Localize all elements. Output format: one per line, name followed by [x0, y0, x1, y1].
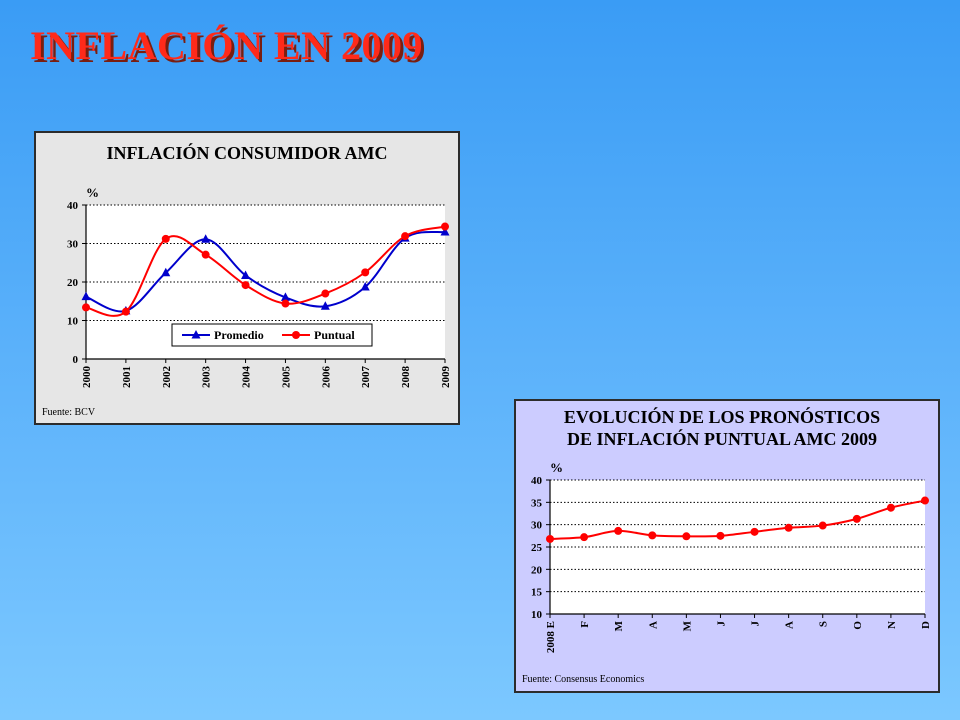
x-tick-label: J [750, 621, 762, 627]
x-tick-label: S [818, 621, 830, 627]
y-tick-label: 40 [531, 475, 543, 487]
data-point [241, 270, 251, 279]
x-tick-label: A [784, 621, 796, 629]
data-point [361, 268, 370, 277]
data-point [921, 496, 929, 505]
legend-label: Puntual [314, 328, 355, 342]
x-tick-label: 2009 [440, 366, 452, 389]
x-tick-label: 2007 [360, 366, 372, 389]
chart-title: EVOLUCIÓN DE LOS PRONÓSTICOS [564, 406, 880, 427]
data-point [281, 299, 290, 308]
x-tick-label: A [647, 621, 659, 629]
y-tick-label: 15 [531, 587, 543, 599]
y-axis-label: % [86, 185, 99, 200]
data-point [580, 533, 589, 542]
x-tick-label: 2002 [161, 366, 173, 389]
data-point [82, 303, 90, 312]
x-tick-label: 2000 [81, 366, 93, 389]
y-tick-label: 30 [67, 239, 79, 251]
x-tick-label: J [715, 621, 727, 627]
slide-title: INFLACIÓN EN 2009 [30, 23, 423, 68]
data-point [440, 226, 450, 236]
data-point [121, 307, 130, 316]
chart-title: INFLACIÓN CONSUMIDOR AMC [106, 142, 387, 163]
series-line-promedio [85, 230, 446, 313]
y-axis-label: % [550, 460, 563, 475]
data-point [784, 523, 793, 532]
chart-consumer-inflation: INFLACIÓN CONSUMIDOR AMC% 0 10 20 30 40 2000 20… [36, 133, 458, 423]
series-line-puntual [85, 225, 446, 317]
source-note: Fuente: BCV [42, 407, 96, 418]
y-tick-label: 20 [531, 564, 543, 576]
y-tick-label: 20 [67, 277, 79, 289]
data-point [241, 281, 250, 290]
y-tick-label: 25 [531, 542, 543, 554]
y-tick-label: 10 [531, 609, 543, 621]
legend-marker [191, 330, 201, 339]
chart-panel-consumer-inflation: INFLACIÓN CONSUMIDOR AMC% 0 10 20 30 40 2000 20… [34, 131, 460, 425]
legend-box [171, 323, 373, 347]
data-point [818, 521, 827, 530]
data-point [201, 234, 211, 243]
x-tick-label: 2008 [400, 366, 412, 389]
data-point [750, 527, 759, 536]
data-point [360, 282, 370, 291]
x-tick-label: F [579, 621, 591, 628]
x-tick-label: 2008 E [545, 621, 557, 653]
y-tick-label: 0 [73, 354, 79, 366]
data-point [648, 531, 657, 540]
x-tick-label: M [681, 620, 693, 631]
data-point [401, 232, 410, 241]
legend-marker [292, 331, 300, 339]
x-tick-label: 2004 [241, 366, 253, 389]
chart-panel-forecast-evolution: EVOLUCIÓN DE LOS PRONÓSTICOS DE INFLACIÓN… [514, 399, 940, 693]
data-point [201, 250, 210, 259]
data-point [682, 532, 691, 541]
y-tick-label: 35 [531, 497, 543, 509]
x-tick-label: 2003 [201, 366, 213, 389]
y-tick-label: 10 [67, 316, 79, 328]
source-note: Fuente: Consensus Economics [522, 674, 644, 685]
x-tick-label: 2005 [280, 366, 292, 389]
data-point [81, 291, 91, 301]
chart-subtitle: DE INFLACIÓN PUNTUAL AMC 2009 [567, 428, 877, 449]
data-point [161, 234, 170, 243]
y-tick-label: 40 [67, 200, 79, 212]
legend-label: Promedio [214, 328, 264, 342]
data-point [852, 514, 861, 523]
x-tick-label: 2006 [320, 366, 332, 389]
x-tick-label: 2001 [121, 366, 133, 388]
x-tick-label: O [852, 621, 864, 630]
data-point [614, 526, 623, 535]
x-tick-label: M [613, 620, 625, 631]
data-point [886, 503, 895, 512]
x-tick-label: D [920, 621, 932, 629]
data-point [161, 267, 171, 277]
y-tick-label: 30 [531, 520, 543, 532]
data-point [320, 301, 330, 310]
data-point [441, 222, 449, 231]
data-point [280, 292, 290, 301]
data-point [321, 289, 330, 298]
data-point [546, 534, 554, 543]
x-tick-label: N [886, 621, 898, 629]
data-point [716, 531, 725, 540]
